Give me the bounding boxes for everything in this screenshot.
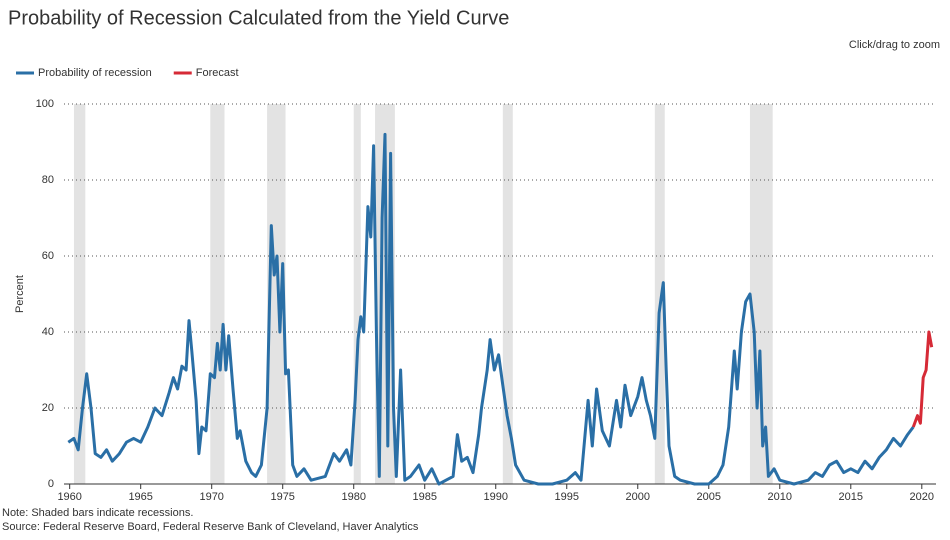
recession-band: [267, 104, 286, 484]
recession-band: [502, 104, 513, 484]
recession-band: [73, 104, 86, 484]
series-line: [911, 330, 934, 428]
legend-label[interactable]: Probability of recession: [38, 67, 152, 79]
x-tick-label: 1980: [341, 491, 365, 503]
y-tick-label: 40: [42, 326, 54, 338]
note: Note: Shaded bars indicate recessions.: [2, 507, 193, 519]
x-tick-label: 2000: [626, 491, 650, 503]
recession-band: [353, 104, 361, 484]
y-tick-label: 20: [42, 402, 54, 414]
x-tick-label: 1995: [555, 491, 579, 503]
legend-label[interactable]: Forecast: [196, 67, 239, 79]
recession-band: [210, 104, 225, 484]
x-tick-label: 1990: [483, 491, 507, 503]
x-tick-label: 2020: [910, 491, 934, 503]
x-tick-label: 2010: [768, 491, 792, 503]
x-tick-label: 1975: [270, 491, 294, 503]
x-tick-label: 2005: [697, 491, 721, 503]
source: Source: Federal Reserve Board, Federal R…: [2, 521, 419, 533]
x-tick-label: 2015: [839, 491, 863, 503]
y-tick-label: 60: [42, 250, 54, 262]
x-tick-label: 1960: [57, 491, 81, 503]
y-tick-label: 100: [36, 98, 54, 110]
y-axis-label: Percent: [14, 275, 26, 313]
chart-title: Probability of Recession Calculated from…: [8, 7, 509, 29]
x-tick-label: 1970: [199, 491, 223, 503]
x-tick-label: 1985: [412, 491, 436, 503]
series-line: [67, 132, 915, 486]
zoom-hint[interactable]: Click/drag to zoom: [849, 39, 940, 51]
x-tick-label: 1965: [128, 491, 152, 503]
y-tick-label: 80: [42, 174, 54, 186]
recession-band: [654, 104, 665, 484]
y-tick-label: 0: [48, 478, 54, 490]
